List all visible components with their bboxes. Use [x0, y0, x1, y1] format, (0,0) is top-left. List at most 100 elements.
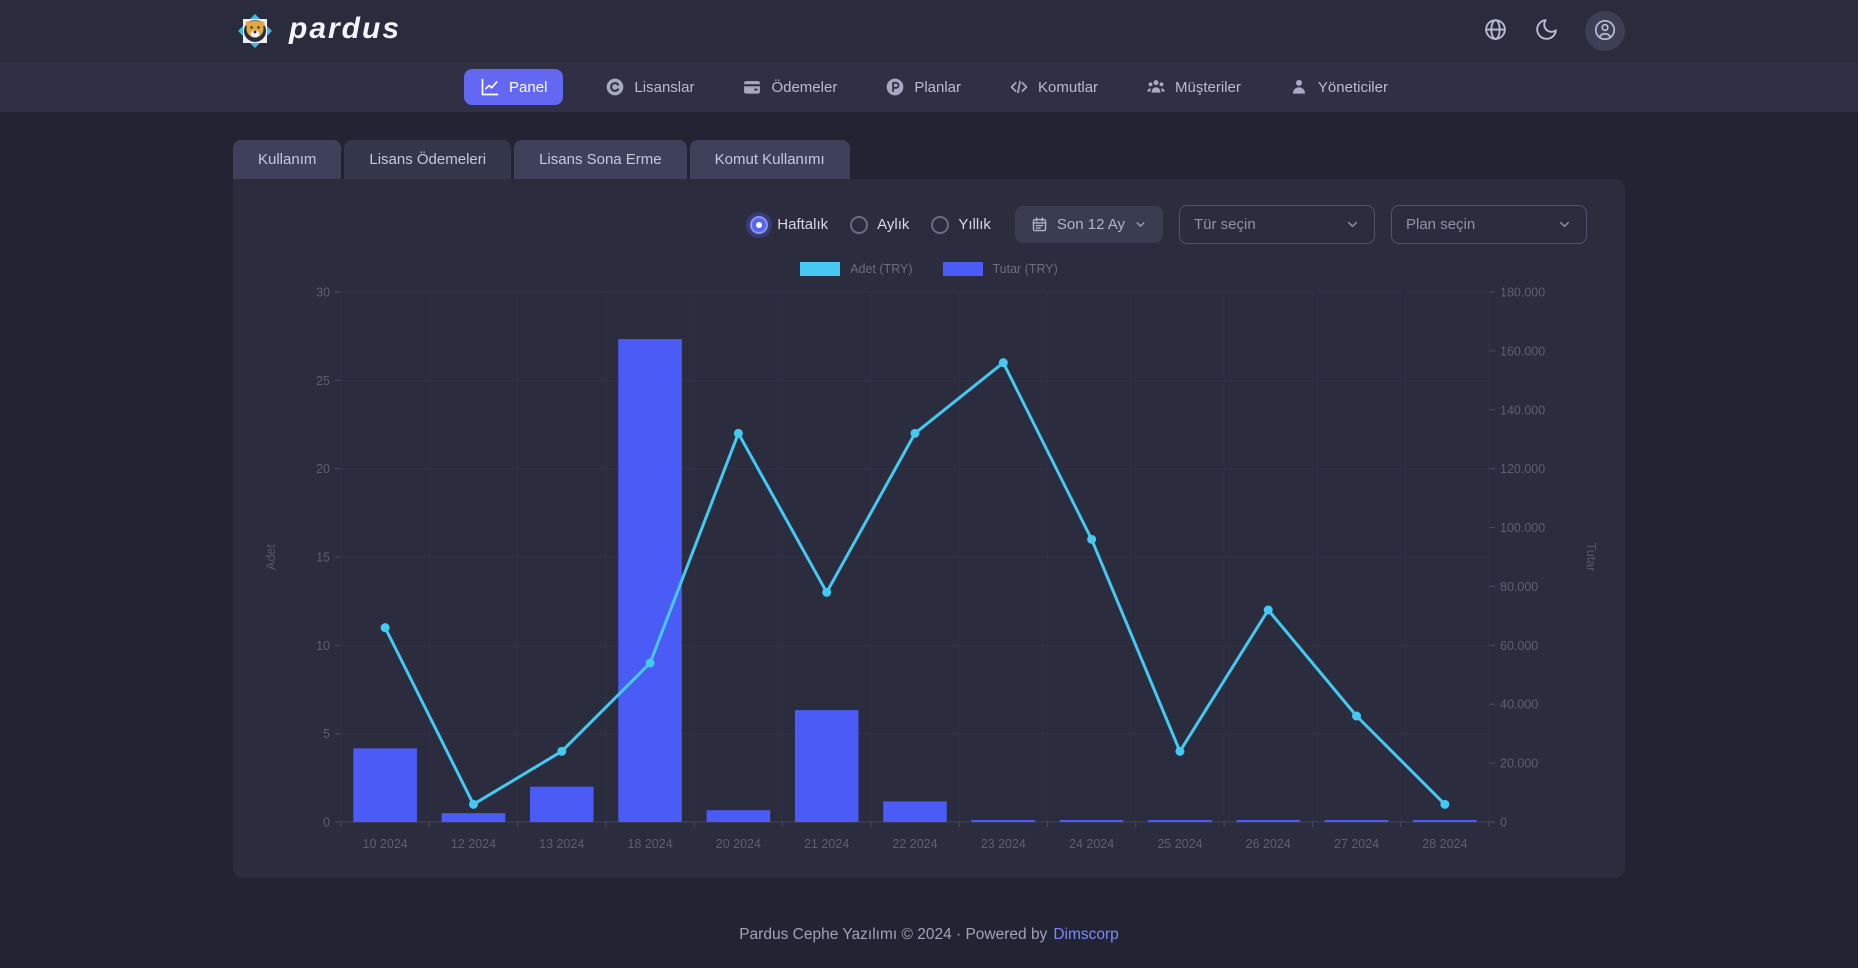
globe-icon	[1483, 17, 1508, 45]
payments-chart[interactable]: 0 5 10 15 20 25 30 0 20.000 40.000 60.000 80.000 100…	[255, 278, 1603, 864]
svg-text:12 2024: 12 2024	[451, 837, 496, 851]
legend-swatch-tutar	[942, 262, 983, 276]
svg-text:5: 5	[323, 727, 330, 741]
svg-text:26 2024: 26 2024	[1246, 837, 1291, 851]
svg-text:18 2024: 18 2024	[627, 837, 672, 851]
nav-item-label: Komutlar	[1038, 78, 1099, 96]
radio-indicator	[850, 215, 869, 234]
brand-logo[interactable]: pardus	[233, 9, 401, 53]
chevron-down-icon	[1134, 218, 1147, 231]
report-tabs: Kullanım Lisans Ödemeleri Lisans Sona Er…	[233, 140, 1625, 179]
code-icon	[1009, 77, 1029, 97]
svg-text:0: 0	[1500, 816, 1507, 830]
tab-kullanim[interactable]: Kullanım	[233, 140, 342, 179]
svg-text:22 2024: 22 2024	[892, 837, 937, 851]
chart-legend: Adet (TRY) Tutar (TRY)	[255, 262, 1603, 276]
svg-text:10 2024: 10 2024	[363, 837, 408, 851]
user-icon	[1289, 77, 1309, 97]
chart-line-icon	[480, 77, 500, 97]
chevron-down-icon	[1557, 217, 1572, 232]
svg-text:140.000: 140.000	[1500, 403, 1545, 417]
nav-item-musteriler[interactable]: Müşteriler	[1140, 69, 1247, 105]
svg-text:15: 15	[316, 551, 330, 565]
brand-wordmark: pardus	[289, 12, 402, 45]
svg-text:20: 20	[316, 462, 330, 476]
nav-item-planlar[interactable]: Planlar	[879, 69, 967, 105]
nav-item-lisanslar[interactable]: Lisanslar	[599, 69, 700, 105]
moon-icon	[1534, 17, 1559, 45]
svg-text:25 2024: 25 2024	[1157, 837, 1202, 851]
legend-label: Tutar (TRY)	[992, 262, 1058, 276]
footer: Pardus Cephe Yazılımı © 2024 · Powered b…	[233, 926, 1625, 944]
legend-item-adet: Adet (TRY)	[800, 262, 913, 276]
nav-item-panel[interactable]: Panel	[464, 69, 564, 105]
nav-item-label: Ödemeler	[771, 78, 838, 96]
chevron-down-icon	[1345, 217, 1360, 232]
type-select[interactable]: Tür seçin	[1179, 205, 1375, 244]
svg-text:27 2024: 27 2024	[1334, 837, 1379, 851]
svg-text:Adet: Adet	[264, 544, 278, 570]
nav-item-label: Yöneticiler	[1317, 78, 1388, 96]
svg-text:23 2024: 23 2024	[981, 837, 1026, 851]
nav-item-label: Lisanslar	[634, 78, 695, 96]
svg-text:Tutar: Tutar	[1584, 543, 1598, 572]
dimscorp-link[interactable]: Dimscorp	[1053, 926, 1119, 943]
main-navbar: Panel Lisanslar Ödemeler	[0, 62, 1858, 112]
svg-text:180.000: 180.000	[1500, 286, 1545, 300]
radio-aylik[interactable]: Aylık	[850, 215, 909, 234]
svg-text:28 2024: 28 2024	[1422, 837, 1467, 851]
radio-yillik[interactable]: Yıllık	[931, 215, 991, 234]
tab-lisans-odemeleri[interactable]: Lisans Ödemeleri	[344, 140, 512, 179]
date-range-button[interactable]: Son 12 Ay	[1014, 206, 1163, 243]
legend-item-tutar: Tutar (TRY)	[942, 262, 1058, 276]
plan-select[interactable]: Plan seçin	[1391, 205, 1587, 244]
pardus-logo-icon	[233, 9, 277, 53]
svg-text:30: 30	[316, 286, 330, 300]
svg-text:21 2024: 21 2024	[804, 837, 849, 851]
svg-text:0: 0	[323, 816, 330, 830]
svg-text:10: 10	[316, 639, 330, 653]
nav-item-label: Müşteriler	[1175, 78, 1241, 96]
svg-text:60.000: 60.000	[1500, 639, 1538, 653]
svg-text:13 2024: 13 2024	[539, 837, 584, 851]
tab-lisans-sona-erme[interactable]: Lisans Sona Erme	[514, 140, 687, 179]
svg-text:24 2024: 24 2024	[1069, 837, 1114, 851]
language-button[interactable]	[1483, 17, 1508, 45]
radio-indicator	[750, 215, 769, 234]
svg-text:100.000: 100.000	[1500, 521, 1545, 535]
footer-text: Pardus Cephe Yazılımı © 2024 · Powered b…	[739, 926, 1048, 943]
app-header: pardus	[0, 0, 1858, 62]
nav-item-label: Planlar	[914, 78, 962, 96]
svg-text:25: 25	[316, 374, 330, 388]
users-icon	[1146, 77, 1166, 97]
payments-chart-svg: 0 5 10 15 20 25 30 0 20.000 40.000 60.000 80.000 100…	[264, 286, 1598, 852]
wallet-icon	[742, 77, 762, 97]
legend-label: Adet (TRY)	[850, 262, 913, 276]
nav-item-odemeler[interactable]: Ödemeler	[736, 69, 843, 105]
svg-text:20 2024: 20 2024	[716, 837, 761, 851]
svg-text:160.000: 160.000	[1500, 344, 1545, 358]
date-range-label: Son 12 Ay	[1056, 216, 1125, 233]
theme-toggle-button[interactable]	[1534, 17, 1559, 45]
tab-komut-kullanimi[interactable]: Komut Kullanımı	[689, 140, 850, 179]
radio-indicator	[931, 215, 950, 234]
circle-p-icon	[885, 77, 905, 97]
profile-button[interactable]	[1585, 11, 1625, 51]
chart-controls: Haftalık Aylık Yıllık So	[255, 205, 1603, 244]
svg-text:120.000: 120.000	[1500, 462, 1545, 476]
radio-haftalik[interactable]: Haftalık	[750, 215, 828, 234]
period-radio-group: Haftalık Aylık Yıllık	[750, 215, 991, 234]
svg-text:40.000: 40.000	[1500, 698, 1538, 712]
type-select-value: Tür seçin	[1194, 216, 1256, 233]
svg-text:20.000: 20.000	[1500, 757, 1538, 771]
calendar-icon	[1031, 216, 1048, 233]
legend-swatch-adet	[800, 262, 841, 276]
circle-c-icon	[605, 77, 625, 97]
nav-item-yoneticiler[interactable]: Yöneticiler	[1283, 69, 1394, 105]
user-avatar-icon	[1593, 18, 1617, 45]
plan-select-value: Plan seçin	[1406, 216, 1476, 233]
nav-item-komutlar[interactable]: Komutlar	[1003, 69, 1104, 105]
svg-text:80.000: 80.000	[1500, 580, 1538, 594]
nav-item-label: Panel	[509, 78, 548, 96]
chart-panel: Haftalık Aylık Yıllık So	[233, 179, 1625, 878]
